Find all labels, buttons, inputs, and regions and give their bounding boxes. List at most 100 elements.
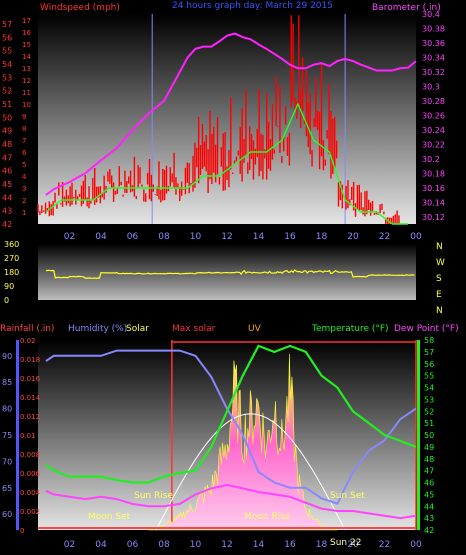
- direction-tick-label: 270: [4, 254, 19, 263]
- dew-point-line: [45, 483, 417, 520]
- wind-tick-label: 16: [22, 29, 31, 37]
- direction-tick-label: 360: [4, 240, 19, 249]
- rain-tick-label: 0.006: [20, 470, 41, 478]
- humidity-tick-label: 60: [2, 510, 12, 519]
- corner-sun-label: Sun 22: [330, 538, 361, 548]
- left-tick-label: 57: [2, 20, 12, 29]
- humidity-tick-label: 70: [2, 457, 12, 466]
- temperature-tick-label: 53: [424, 395, 434, 404]
- wind-tick-label: 14: [22, 53, 31, 61]
- barometer-tick-label: 30.24: [422, 126, 445, 135]
- wind-tick-label: 3: [22, 185, 26, 193]
- wind-tick-label: 7: [22, 137, 26, 145]
- barometer-tick-label: 30.26: [422, 111, 445, 120]
- wind-tick-label: 4: [22, 173, 27, 181]
- legend-dew-point: Dew Point (°F): [394, 324, 459, 334]
- wind-direction-line: [45, 269, 415, 280]
- barometer-tick-label: 30.18: [422, 169, 445, 178]
- temperature-tick-label: 56: [424, 360, 434, 369]
- x-tick-label: 22: [379, 232, 390, 242]
- left-tick-label: 54: [2, 60, 12, 69]
- left-tick-label: 45: [2, 180, 12, 189]
- wind-tick-label: 6: [22, 149, 27, 157]
- left-tick-label: 43: [2, 207, 12, 216]
- temperature-tick-label: 42: [424, 526, 434, 535]
- x-tick-label: 16: [284, 540, 296, 550]
- barometer-tick-label: 30.14: [422, 198, 445, 207]
- left-tick-label: 44: [2, 193, 12, 202]
- wind-tick-label: 2: [22, 197, 26, 205]
- x-tick-label: 12: [221, 540, 232, 550]
- temperature-tick-label: 50: [424, 431, 434, 440]
- temperature-tick-label: 51: [424, 419, 434, 428]
- rain-tick-label: 0.02: [20, 337, 36, 345]
- temperature-tick-label: 58: [424, 336, 434, 345]
- temperature-tick-label: 54: [424, 384, 434, 393]
- x-tick-label: 06: [127, 540, 139, 550]
- barometer-tick-label: 30.32: [422, 68, 445, 77]
- barometer-tick-label: 30.16: [422, 184, 445, 193]
- rain-tick-label: 0.018: [20, 356, 40, 364]
- compass-e: E: [436, 290, 442, 300]
- barometer-tick-label: 30.4: [422, 10, 440, 19]
- x-tick-label: 04: [95, 540, 107, 550]
- temperature-tick-label: 47: [424, 467, 434, 476]
- compass-n-top: N: [436, 242, 443, 252]
- left-tick-label: 48: [2, 140, 12, 149]
- x-tick-label: 20: [347, 232, 359, 242]
- humidity-tick-label: 65: [2, 484, 12, 493]
- wind-tick-label: 17: [22, 17, 31, 25]
- x-tick-label: 10: [190, 232, 202, 242]
- legend-uv: UV: [248, 324, 262, 334]
- sun-set-label: Sun Set: [330, 491, 365, 501]
- rain-tick-label: 0.008: [20, 451, 40, 459]
- left-tick-label: 52: [2, 87, 12, 96]
- barometer-axis-label: Barometer (.in): [372, 3, 441, 13]
- x-tick-label: 10: [190, 540, 202, 550]
- legend-solar: Solar: [126, 324, 149, 334]
- x-tick-label: 08: [158, 232, 170, 242]
- x-tick-label: 14: [253, 540, 265, 550]
- left-tick-label: 42: [2, 220, 12, 229]
- x-tick-label: 16: [284, 232, 296, 242]
- chart-title: 24 hours graph day: March 29 2015: [172, 1, 333, 11]
- left-tick-label: 50: [2, 113, 12, 122]
- barometer-tick-label: 30.22: [422, 140, 445, 149]
- temperature-tick-label: 43: [424, 514, 434, 523]
- left-tick-label: 47: [2, 153, 12, 162]
- rain-tick-label: 0.016: [20, 375, 41, 383]
- humidity-tick-label: 85: [2, 378, 12, 387]
- humidity-tick-label: 75: [2, 431, 12, 440]
- temperature-line: [45, 344, 417, 484]
- barometer-line: [45, 32, 417, 196]
- x-tick-label: 08: [158, 540, 170, 550]
- barometer-tick-label: 30.28: [422, 97, 445, 106]
- temperature-tick-label: 48: [424, 455, 434, 464]
- x-tick-label: 12: [221, 232, 232, 242]
- x-tick-label: 18: [316, 232, 328, 242]
- left-tick-label: 53: [2, 73, 12, 82]
- humidity-tick-label: 90: [2, 352, 12, 361]
- wind-tick-label: 12: [22, 77, 31, 85]
- left-tick-label: 46: [2, 167, 12, 176]
- wind-tick-label: 5: [22, 161, 26, 169]
- wind-tick-label: 1: [22, 209, 26, 217]
- wind-average-line: [45, 102, 409, 225]
- left-tick-label: 56: [2, 33, 12, 42]
- x-tick-label: 22: [379, 540, 390, 550]
- wind-tick-label: 13: [22, 65, 31, 73]
- temperature-tick-label: 46: [424, 479, 434, 488]
- x-tick-label: 18: [316, 540, 328, 550]
- x-tick-label: 06: [127, 232, 139, 242]
- sun-rise-label: Sun Rise: [134, 491, 173, 501]
- x-tick-label: 00: [410, 232, 422, 242]
- rain-tick-label: 0: [20, 527, 24, 535]
- temperature-axis-bar: [417, 340, 420, 530]
- compass-s: S: [436, 274, 442, 284]
- legend-temperature: Temperature (°F): [311, 324, 389, 334]
- x-tick-label: 04: [95, 232, 107, 242]
- barometer-tick-label: 30.2: [422, 155, 440, 164]
- humidity-axis-bar: [16, 340, 19, 530]
- legend-max-solar: Max solar: [172, 324, 216, 334]
